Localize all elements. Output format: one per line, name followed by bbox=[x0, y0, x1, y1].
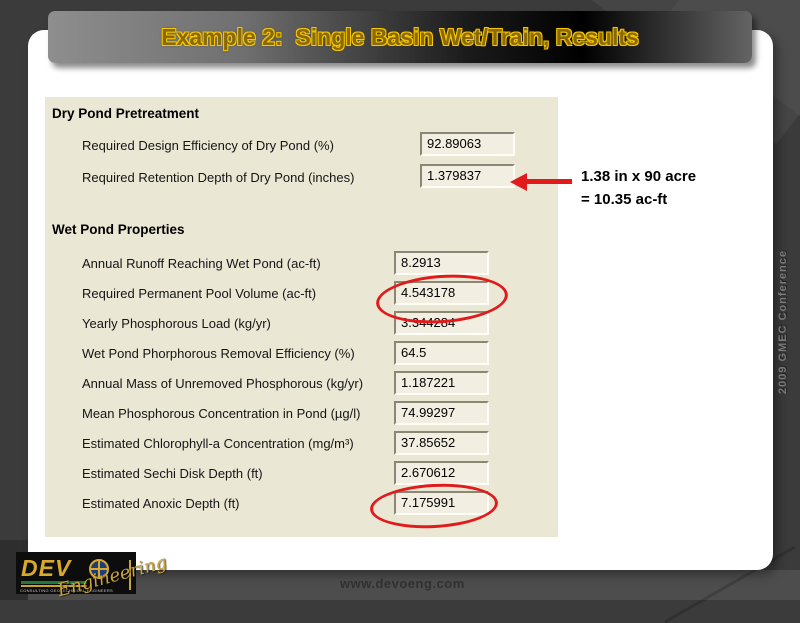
field-value-removal-efficiency[interactable]: 64.5 bbox=[394, 341, 489, 365]
section-heading-wet-pond: Wet Pond Properties bbox=[52, 222, 185, 237]
field-value-design-efficiency[interactable]: 92.89063 bbox=[420, 132, 515, 156]
field-label-mean-concentration: Mean Phosphorous Concentration in Pond (… bbox=[82, 406, 361, 421]
field-value-chlorophyll[interactable]: 37.85652 bbox=[394, 431, 489, 455]
annotation-line-1: 1.38 in x 90 acre bbox=[581, 168, 697, 185]
logo-green-stripe bbox=[21, 581, 87, 584]
footer-band bbox=[28, 570, 800, 600]
field-label-removal-efficiency: Wet Pond Phorphorous Removal Efficiency … bbox=[82, 346, 355, 361]
field-value-retention-depth[interactable]: 1.379837 bbox=[420, 164, 515, 188]
annotation-line-2: = 10.35 ac-ft bbox=[581, 191, 668, 208]
results-form-panel: Dry Pond Pretreatment Required Design Ef… bbox=[45, 97, 558, 537]
field-value-phosphorous-load[interactable]: 3.344284 bbox=[394, 311, 489, 335]
highlight-ellipse-anoxic-depth bbox=[368, 480, 500, 532]
field-label-design-efficiency: Required Design Efficiency of Dry Pond (… bbox=[82, 138, 334, 153]
highlight-ellipse-pool-volume bbox=[374, 270, 510, 328]
red-arrow-icon bbox=[510, 173, 527, 191]
field-label-retention-depth: Required Retention Depth of Dry Pond (in… bbox=[82, 170, 355, 185]
field-label-anoxic-depth: Estimated Anoxic Depth (ft) bbox=[82, 496, 240, 511]
field-value-mean-concentration[interactable]: 74.99297 bbox=[394, 401, 489, 425]
field-label-permanent-pool-volume: Required Permanent Pool Volume (ac-ft) bbox=[82, 286, 317, 301]
field-label-chlorophyll: Estimated Chlorophyll-a Concentration (m… bbox=[82, 436, 354, 451]
field-label-sechi-depth: Estimated Sechi Disk Depth (ft) bbox=[82, 466, 263, 481]
field-value-permanent-pool-volume[interactable]: 4.543178 bbox=[394, 281, 489, 305]
field-label-unremoved-phosphorous: Annual Mass of Unremoved Phosphorous (kg… bbox=[82, 376, 364, 391]
field-value-sechi-depth[interactable]: 2.670612 bbox=[394, 461, 489, 485]
globe-icon bbox=[89, 559, 109, 579]
field-label-annual-runoff: Annual Runoff Reaching Wet Pond (ac-ft) bbox=[82, 256, 321, 271]
field-value-unremoved-phosphorous[interactable]: 1.187221 bbox=[394, 371, 489, 395]
section-heading-dry-pond: Dry Pond Pretreatment bbox=[52, 106, 200, 121]
logo-small-print: CONSULTING GEOTECHNICAL ENGINEERS bbox=[20, 588, 114, 593]
annotation-text: 1.38 in x 90 acre = 10.35 ac-ft bbox=[581, 165, 761, 211]
field-value-annual-runoff[interactable]: 8.2913 bbox=[394, 251, 489, 275]
footer-url: www.devoeng.com bbox=[340, 576, 465, 591]
devo-wordmark: DEV bbox=[21, 555, 72, 581]
field-value-anoxic-depth[interactable]: 7.175991 bbox=[394, 491, 489, 515]
logo-gold-rule bbox=[129, 560, 131, 590]
slide-screenshot: { "slide": { "title": "Example 2: Single… bbox=[0, 11, 800, 623]
logo-gold-stripe bbox=[21, 585, 87, 587]
title-bar: Example 2: Single Basin Wet/Train, Resul… bbox=[48, 11, 752, 63]
conference-sidebar-text: 2009 GMEC Conference bbox=[777, 249, 789, 394]
slide-title: Example 2: Single Basin Wet/Train, Resul… bbox=[161, 24, 639, 50]
red-arrow-line bbox=[525, 179, 572, 184]
devo-logo: DEV CONSULTING GEOTECHNICAL ENGINEERS bbox=[16, 552, 136, 594]
field-label-phosphorous-load: Yearly Phosphorous Load (kg/yr) bbox=[82, 316, 271, 331]
